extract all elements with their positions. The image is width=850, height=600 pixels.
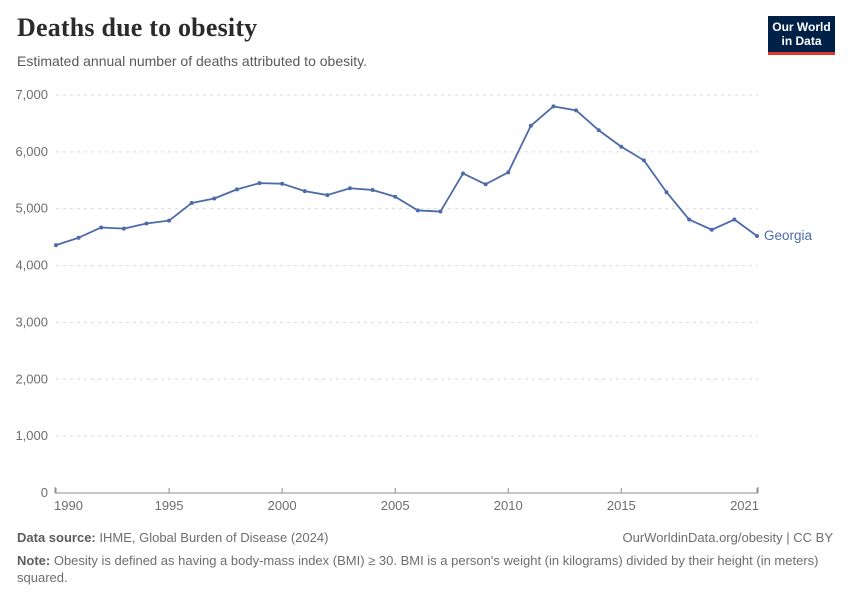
data-point-marker bbox=[234, 187, 239, 192]
data-point-marker bbox=[641, 158, 646, 163]
x-tick-label: 2000 bbox=[268, 498, 297, 513]
y-tick-label: 3,000 bbox=[15, 314, 48, 329]
data-point-marker bbox=[212, 196, 217, 201]
data-point-marker bbox=[302, 189, 307, 194]
data-point-marker bbox=[574, 108, 579, 113]
owid-logo-line2: in Data bbox=[781, 34, 822, 49]
data-point-marker bbox=[347, 186, 352, 191]
data-point-marker bbox=[189, 201, 194, 206]
data-point-marker bbox=[99, 225, 104, 230]
footnote: Note: Obesity is defined as having a bod… bbox=[17, 552, 823, 587]
footnote-text: Obesity is defined as having a body-mass… bbox=[17, 552, 819, 586]
series-label: Georgia bbox=[764, 228, 813, 243]
data-point-marker bbox=[76, 235, 81, 240]
y-tick-label: 1,000 bbox=[15, 428, 48, 443]
data-source: Data source: IHME, Global Burden of Dise… bbox=[17, 529, 328, 547]
data-point-marker bbox=[528, 123, 533, 128]
x-tick-label: 2010 bbox=[494, 498, 523, 513]
y-tick-label: 4,000 bbox=[15, 258, 48, 273]
series-line bbox=[55, 105, 758, 246]
data-point-marker bbox=[596, 128, 601, 133]
y-tick-label: 6,000 bbox=[15, 144, 48, 159]
data-point-marker bbox=[483, 182, 488, 187]
data-point-marker bbox=[461, 171, 466, 176]
data-point-marker bbox=[121, 226, 126, 231]
data-source-text: IHME, Global Burden of Disease (2024) bbox=[95, 530, 329, 545]
data-point-marker bbox=[755, 234, 759, 239]
data-point-marker bbox=[167, 218, 172, 223]
chart-footer: Data source: IHME, Global Burden of Dise… bbox=[17, 529, 833, 587]
data-point-marker bbox=[664, 190, 669, 195]
owid-logo-line1: Our World bbox=[772, 20, 831, 34]
data-point-marker bbox=[551, 104, 556, 109]
chart-subtitle: Estimated annual number of deaths attrib… bbox=[17, 53, 367, 69]
footnote-label: Note: bbox=[17, 552, 51, 568]
data-point-marker bbox=[732, 217, 737, 222]
data-point-marker bbox=[54, 243, 58, 248]
x-tick-label: 1995 bbox=[155, 498, 184, 513]
page-title: Deaths due to obesity bbox=[17, 13, 258, 42]
y-tick-label: 2,000 bbox=[15, 371, 48, 386]
x-tick-label: 2015 bbox=[607, 498, 636, 513]
data-point-marker bbox=[257, 181, 262, 186]
data-point-marker bbox=[619, 144, 624, 149]
y-tick-label: 5,000 bbox=[15, 201, 48, 216]
data-source-label: Data source: bbox=[17, 530, 96, 545]
y-tick-label: 7,000 bbox=[15, 87, 48, 102]
license-link[interactable]: OurWorldinData.org/obesity | CC BY bbox=[622, 530, 834, 545]
data-point-marker bbox=[415, 208, 420, 213]
footer-source-row: Data source: IHME, Global Burden of Dise… bbox=[17, 529, 833, 547]
x-tick-label: 1990 bbox=[54, 498, 83, 513]
data-point-marker bbox=[325, 193, 330, 198]
data-point-marker bbox=[506, 170, 511, 175]
data-point-marker bbox=[709, 227, 714, 232]
owid-logo: Our World in Data bbox=[768, 16, 835, 55]
data-point-marker bbox=[370, 187, 375, 192]
x-tick-label: 2005 bbox=[381, 498, 410, 513]
data-point-marker bbox=[393, 194, 398, 199]
x-tick-label: 2021 bbox=[730, 498, 759, 513]
data-point-marker bbox=[687, 217, 692, 222]
data-point-marker bbox=[280, 181, 285, 186]
y-tick-label: 0 bbox=[41, 485, 48, 500]
data-point-marker bbox=[144, 221, 149, 226]
data-point-marker bbox=[438, 209, 443, 214]
